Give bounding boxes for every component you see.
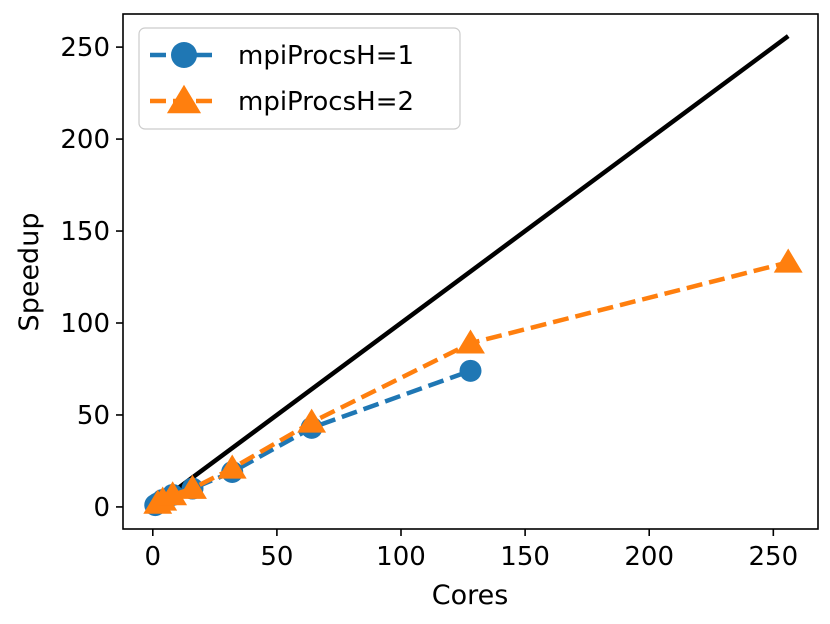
y-tick-label: 200 (60, 125, 110, 155)
legend: mpiProcsH=1 mpiProcsH=2 (138, 27, 461, 130)
legend-label: mpiProcsH=1 (238, 41, 414, 71)
legend-box (138, 27, 461, 130)
x-tick-label: 250 (749, 542, 799, 572)
y-tick-label: 100 (60, 309, 110, 339)
y-tick-label: 0 (93, 493, 110, 523)
series-line (153, 34, 790, 507)
series-mpiProcsH=2 (143, 248, 803, 514)
legend-entry: mpiProcsH=1 (150, 41, 414, 71)
y-tick-label: 150 (60, 217, 110, 247)
ticks-layer: 0 50 100 150 200 250 0 50 100 150 200 250 (60, 33, 798, 572)
legend-entry: mpiProcsH=2 (150, 84, 414, 117)
x-tick-label: 50 (260, 542, 293, 572)
data-point (773, 248, 803, 273)
y-axis-label: Speedup (14, 213, 45, 332)
data-point (217, 454, 247, 479)
ideal-speedup-line (153, 34, 790, 507)
y-tick-label: 50 (77, 401, 110, 431)
data-point (171, 42, 197, 68)
data-point (297, 408, 327, 433)
x-tick-label: 200 (624, 542, 674, 572)
x-tick-label: 0 (145, 542, 162, 572)
plot-frame (122, 13, 819, 530)
data-point (456, 329, 485, 354)
data-point (178, 474, 207, 499)
y-tick-label: 250 (60, 33, 110, 63)
x-tick-label: 150 (500, 542, 550, 572)
x-tick-label: 100 (376, 542, 426, 572)
data-point (459, 359, 482, 382)
data-point (158, 481, 188, 506)
legend-label: mpiProcsH=2 (238, 87, 414, 117)
data-point (166, 84, 202, 114)
series-layer (143, 34, 803, 517)
series-line (156, 260, 789, 506)
x-axis-label: Cores (432, 580, 509, 611)
